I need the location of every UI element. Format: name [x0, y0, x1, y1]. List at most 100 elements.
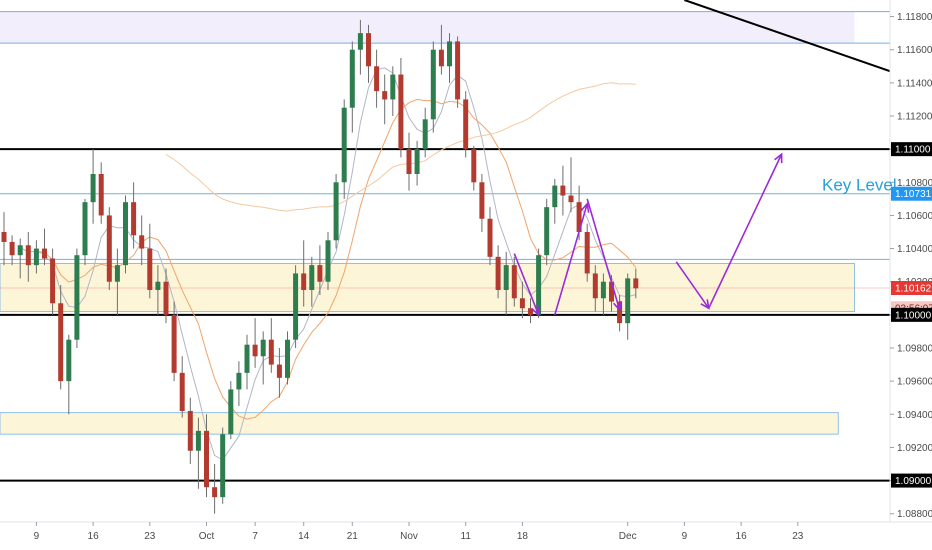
candle[interactable] — [268, 318, 274, 373]
candle[interactable] — [414, 140, 420, 186]
candle[interactable] — [204, 414, 209, 498]
candle[interactable] — [244, 334, 250, 390]
candle[interactable] — [592, 265, 598, 312]
candle[interactable] — [212, 464, 218, 514]
candle[interactable] — [17, 238, 23, 279]
candle[interactable] — [325, 232, 331, 290]
yellow-zone-lower — [0, 412, 839, 435]
price-tag-box — [891, 142, 932, 157]
candle[interactable] — [560, 165, 566, 216]
candle[interactable] — [511, 256, 517, 307]
candle[interactable] — [123, 195, 128, 274]
candle[interactable] — [390, 66, 396, 116]
time-tick-label: 11 — [461, 531, 472, 542]
candle[interactable] — [179, 356, 185, 418]
candle-body-up — [236, 372, 242, 390]
candle[interactable] — [139, 215, 145, 266]
candle[interactable] — [187, 397, 193, 464]
candle[interactable] — [463, 91, 469, 158]
candle[interactable] — [9, 235, 15, 266]
candle[interactable] — [333, 174, 339, 249]
price-tag[interactable]: 1.10162 — [891, 281, 932, 296]
candle[interactable] — [220, 427, 226, 504]
candle[interactable] — [357, 19, 363, 75]
projection-arrow — [707, 152, 783, 309]
candle[interactable] — [447, 33, 452, 83]
candle[interactable] — [455, 36, 461, 108]
candle[interactable] — [50, 248, 56, 315]
candle[interactable] — [147, 223, 153, 299]
arrow-shaft — [586, 198, 621, 311]
candle[interactable] — [285, 331, 290, 385]
candle[interactable] — [260, 331, 266, 385]
candle[interactable] — [171, 301, 177, 382]
candle[interactable] — [366, 24, 371, 83]
candle[interactable] — [503, 251, 509, 315]
candle[interactable] — [471, 145, 477, 191]
candle[interactable] — [398, 58, 404, 158]
candle-body-down — [25, 245, 31, 266]
candle[interactable] — [106, 207, 112, 290]
candle[interactable] — [544, 198, 550, 266]
candle[interactable] — [528, 298, 533, 324]
candle[interactable] — [98, 162, 104, 224]
price-tag[interactable]: 1.10000 — [891, 307, 932, 322]
candle[interactable] — [195, 417, 201, 489]
candle[interactable] — [479, 174, 485, 232]
price-axis[interactable]: 1.11800 1.11600 1.11400 1.11200 1.11000 1.108… — [889, 0, 932, 550]
candle[interactable] — [438, 24, 444, 75]
candle[interactable] — [552, 178, 558, 224]
price-tag-box — [891, 473, 932, 488]
candle-body-up — [66, 339, 72, 382]
candle[interactable] — [341, 99, 347, 199]
candle-body-down — [495, 256, 501, 290]
candle[interactable] — [276, 348, 282, 398]
time-axis[interactable]: 9 16 23 Oct 7 14 21 Nov 11 18 Dec 9 16 23 — [0, 521, 932, 542]
candle[interactable] — [236, 361, 242, 406]
candle[interactable] — [495, 245, 501, 299]
levels-layer — [0, 11, 890, 482]
price-tag[interactable]: 1.09000 — [891, 473, 932, 488]
candle[interactable] — [301, 240, 307, 307]
candle[interactable] — [317, 245, 323, 295]
candle[interactable] — [584, 223, 590, 282]
candle[interactable] — [82, 198, 88, 266]
candle[interactable] — [33, 240, 39, 274]
candle[interactable] — [422, 107, 428, 158]
candle[interactable] — [131, 182, 137, 249]
time-tick-label: Dec — [619, 531, 637, 542]
candle[interactable] — [382, 74, 388, 125]
candle[interactable] — [66, 334, 72, 415]
candle[interactable] — [228, 381, 234, 440]
candle[interactable] — [374, 49, 380, 108]
price-tag[interactable]: 1.11000 — [891, 142, 932, 157]
candle[interactable] — [487, 207, 493, 266]
candle[interactable] — [349, 41, 355, 133]
candle[interactable] — [519, 281, 525, 319]
candle[interactable] — [1, 212, 7, 266]
candle[interactable] — [74, 248, 80, 348]
arrow-shaft — [707, 153, 783, 309]
candle[interactable] — [617, 294, 623, 332]
candle-body-up — [544, 207, 550, 256]
candle[interactable] — [309, 256, 315, 307]
candle[interactable] — [633, 268, 639, 299]
candle[interactable] — [42, 228, 47, 266]
candle[interactable] — [293, 265, 299, 348]
candle[interactable] — [600, 273, 606, 315]
candle[interactable] — [90, 149, 96, 224]
candle-body-up — [414, 149, 420, 174]
candle[interactable] — [252, 318, 258, 368]
candle[interactable] — [58, 285, 64, 390]
candle[interactable] — [430, 41, 436, 133]
candle[interactable] — [163, 268, 169, 324]
candle[interactable] — [25, 232, 31, 282]
candle[interactable] — [114, 248, 120, 315]
candle-body-up — [333, 182, 339, 241]
candle[interactable] — [625, 273, 631, 340]
candle[interactable] — [406, 132, 412, 191]
candle[interactable] — [568, 157, 574, 213]
price-tag[interactable]: 1.10731 — [891, 186, 932, 201]
candle[interactable] — [155, 265, 161, 315]
